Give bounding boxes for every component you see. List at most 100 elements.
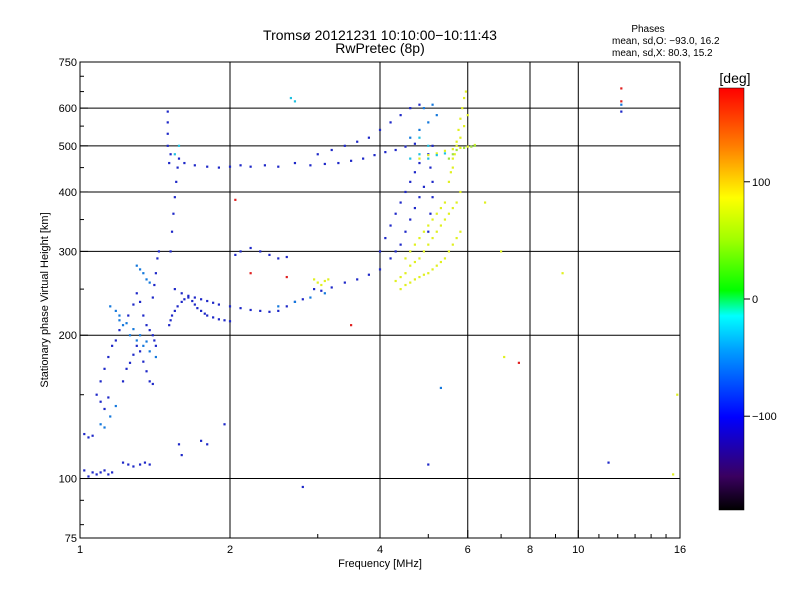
data-point: [277, 305, 280, 308]
data-point: [384, 151, 387, 154]
data-point: [228, 305, 232, 308]
data-point: [431, 218, 434, 221]
data-point: [200, 309, 203, 312]
data-point: [172, 212, 175, 215]
data-point: [83, 432, 86, 436]
data-point: [418, 103, 421, 106]
data-point: [378, 268, 382, 271]
data-point: [176, 305, 179, 308]
data-point: [427, 272, 430, 275]
data-point: [285, 255, 288, 259]
data-point: [404, 272, 407, 275]
data-point: [431, 103, 434, 106]
data-point: [418, 157, 421, 160]
data-point: [427, 463, 430, 466]
colorbar-label: [deg]: [719, 70, 750, 86]
data-point: [107, 396, 110, 399]
data-point: [200, 298, 203, 301]
data-point: [455, 144, 458, 147]
data-point: [153, 283, 156, 287]
data-point: [409, 107, 412, 110]
data-point: [503, 355, 506, 359]
data-point: [320, 283, 323, 287]
data-point: [217, 166, 220, 169]
data-point: [561, 272, 564, 275]
x-axis-label: Frequency [MHz]: [338, 558, 422, 570]
data-point: [455, 140, 458, 143]
data-point: [177, 443, 181, 446]
data-point: [378, 128, 382, 132]
data-point: [455, 148, 458, 152]
data-point: [138, 334, 142, 337]
data-point: [212, 316, 215, 319]
data-point: [173, 153, 176, 156]
data-point: [378, 250, 382, 253]
data-point: [148, 281, 151, 284]
data-point: [166, 132, 169, 135]
data-point: [343, 281, 346, 284]
data-point: [99, 423, 102, 426]
data-point: [138, 350, 142, 353]
x-tick-label: 2: [227, 544, 233, 556]
data-point: [154, 355, 157, 359]
data-point: [118, 319, 121, 322]
data-point: [173, 196, 176, 199]
data-point: [316, 153, 319, 156]
data-point: [95, 393, 98, 396]
data-point: [422, 273, 426, 276]
data-point: [151, 382, 154, 386]
data-point: [206, 314, 209, 317]
data-point: [620, 103, 623, 106]
data-point: [447, 212, 451, 215]
data-point: [132, 465, 135, 468]
data-point: [323, 279, 326, 283]
y-tick-label: 100: [59, 474, 77, 486]
data-point: [399, 201, 402, 204]
y-tick-label: 600: [59, 103, 77, 115]
data-point: [435, 154, 438, 157]
data-point: [151, 334, 154, 337]
data-point: [449, 171, 452, 174]
grid-lines: [80, 62, 680, 538]
data-point: [431, 180, 434, 183]
data-point: [443, 257, 447, 260]
data-point: [228, 320, 232, 323]
data-point: [330, 148, 333, 152]
data-point: [145, 324, 148, 327]
data-point: [128, 361, 132, 364]
data-point: [320, 289, 323, 292]
chart-subtitle: RwPretec (8p): [335, 40, 424, 56]
data-point: [431, 268, 434, 271]
y-tick-label: 500: [59, 141, 77, 153]
data-point: [118, 314, 121, 317]
data-point: [223, 423, 226, 426]
data-point: [176, 166, 179, 169]
data-point: [418, 161, 421, 165]
data-point: [109, 305, 112, 308]
data-point: [99, 380, 102, 383]
data-point: [413, 243, 416, 246]
data-point: [151, 296, 154, 299]
data-point: [135, 339, 138, 342]
phase-heading: Phases: [631, 24, 664, 35]
data-point: [180, 292, 183, 295]
data-point: [128, 334, 132, 337]
data-point: [464, 90, 468, 93]
data-point: [470, 145, 473, 148]
data-point: [431, 196, 434, 199]
data-point: [148, 380, 151, 383]
data-point: [111, 344, 114, 347]
data-point: [443, 152, 447, 155]
data-point: [148, 329, 151, 332]
data-point: [435, 230, 438, 233]
data-point: [394, 279, 397, 283]
data-point: [263, 164, 266, 167]
data-point: [409, 157, 412, 160]
y-tick-label: 300: [59, 246, 77, 258]
data-point: [138, 463, 142, 466]
data-point: [259, 250, 262, 253]
data-point: [166, 144, 169, 147]
data-point: [466, 114, 469, 117]
data-point: [435, 212, 438, 215]
data-point: [206, 443, 209, 446]
